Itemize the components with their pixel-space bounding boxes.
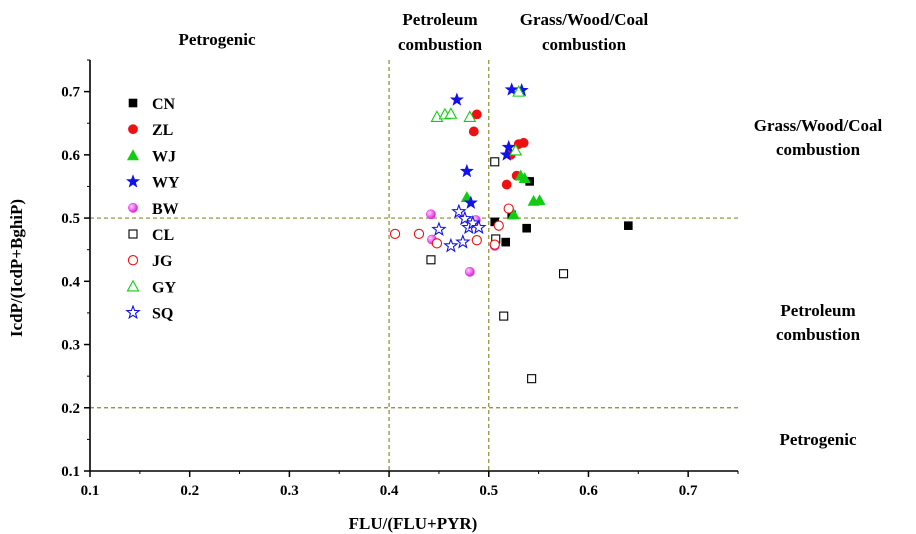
point-jg-2	[431, 238, 443, 249]
x-tick-label-0: 0.1	[81, 483, 100, 499]
point-cn-3	[522, 223, 531, 233]
point-sq-7	[471, 219, 487, 235]
point-jg-6	[503, 203, 514, 214]
legend-label-cn: CN	[152, 96, 176, 113]
point-cl-1	[490, 157, 500, 167]
plot-area: 0.1 0.2 0.3 0.4 0.5 0.6 0.7 0.1 0.2 0.3 0.4 0.5 0.6 0…	[61, 59, 739, 499]
point-bw-0	[426, 209, 436, 220]
legend-marker-sq	[125, 304, 141, 320]
point-jg-3	[471, 235, 482, 246]
y-tick-label-6: 0.7	[61, 85, 80, 101]
point-wy-1	[459, 163, 474, 178]
region-label-right-upper-line1: Grass/Wood/Coal	[754, 116, 883, 135]
region-label-top-left: Petrogenic	[178, 30, 256, 49]
legend-marker-zl	[128, 124, 138, 135]
y-axis-title: IcdP/(IcdP+BghiP)	[7, 199, 26, 337]
point-cl-0	[426, 255, 436, 265]
point-wj-5	[533, 194, 546, 206]
point-wy-5	[504, 82, 519, 96]
point-cl-3	[499, 311, 509, 321]
y-tick-label-1: 0.2	[61, 401, 80, 417]
x-tick-label-6: 0.7	[679, 483, 698, 499]
point-cl-4	[527, 374, 537, 384]
legend-marker-cn	[128, 98, 138, 108]
point-jg-4	[489, 239, 500, 250]
point-sq-0	[431, 221, 447, 237]
point-wj-3	[518, 172, 531, 184]
x-tick-label-3: 0.4	[380, 483, 399, 499]
point-jg-5	[493, 220, 504, 231]
point-cn-5	[624, 221, 633, 230]
region-label-right-middle-line1: Petroleum	[780, 301, 855, 320]
point-zl-6	[518, 137, 529, 148]
point-sq-2	[451, 203, 467, 219]
point-wy-4	[501, 139, 516, 154]
point-wj-1	[507, 208, 520, 220]
legend-label-cl: CL	[152, 227, 174, 244]
point-gy-3	[463, 110, 477, 122]
point-cl-5	[558, 269, 569, 279]
point-zl-2	[501, 179, 512, 190]
point-sq-1	[443, 237, 459, 253]
y-tick-label-2: 0.3	[61, 338, 80, 354]
point-zl-0	[468, 126, 479, 137]
x-axis-title: FLU/(FLU+PYR)	[349, 514, 478, 533]
point-wy-0	[449, 92, 464, 106]
legend-label-jg: JG	[152, 253, 173, 270]
region-label-right-upper-line2: combustion	[776, 140, 861, 159]
point-bw-2	[464, 266, 475, 277]
point-gy-2	[444, 107, 458, 119]
legend-marker-bw	[128, 202, 138, 213]
point-sq-3	[455, 234, 471, 249]
region-label-top-middle-line2: combustion	[398, 35, 483, 54]
legend-label-sq: SQ	[152, 306, 173, 323]
legend-marker-wy	[125, 174, 141, 188]
point-jg-1	[413, 228, 425, 240]
legend-marker-wj	[126, 149, 140, 161]
point-zl-1	[471, 109, 482, 120]
region-label-top-middle-line1: Petroleum	[402, 10, 477, 29]
point-cn-1	[501, 237, 511, 247]
point-gy-5	[512, 84, 526, 97]
region-label-right-middle-line2: combustion	[776, 325, 861, 344]
point-gy-4	[509, 143, 523, 156]
legend-marker-jg	[127, 255, 139, 266]
y-tick-label-3: 0.4	[61, 274, 80, 290]
x-tick-label-5: 0.6	[579, 483, 598, 499]
legend-label-zl: ZL	[152, 122, 173, 139]
legend-label-bw: BW	[152, 201, 179, 218]
legend-label-wy: WY	[152, 175, 180, 192]
legend-marker-cl	[128, 229, 138, 239]
y-tick-label-0: 0.1	[61, 464, 80, 480]
x-tick-label-4: 0.5	[479, 483, 498, 499]
legend-label-wj: WJ	[152, 148, 176, 165]
x-tick-label-2: 0.3	[280, 483, 299, 499]
y-tick-label-5: 0.6	[61, 148, 80, 164]
region-label-right-lower: Petrogenic	[779, 430, 857, 449]
region-label-top-right-line1: Grass/Wood/Coal	[520, 10, 649, 29]
point-sq-4	[457, 210, 473, 226]
region-label-top-right-line2: combustion	[542, 35, 627, 54]
y-tick-label-4: 0.5	[61, 211, 80, 227]
x-tick-label-1: 0.2	[180, 483, 199, 499]
point-wy-2	[463, 195, 478, 209]
legend-marker-gy	[126, 279, 140, 292]
legend-label-gy: GY	[152, 279, 176, 296]
point-jg-0	[389, 228, 401, 240]
